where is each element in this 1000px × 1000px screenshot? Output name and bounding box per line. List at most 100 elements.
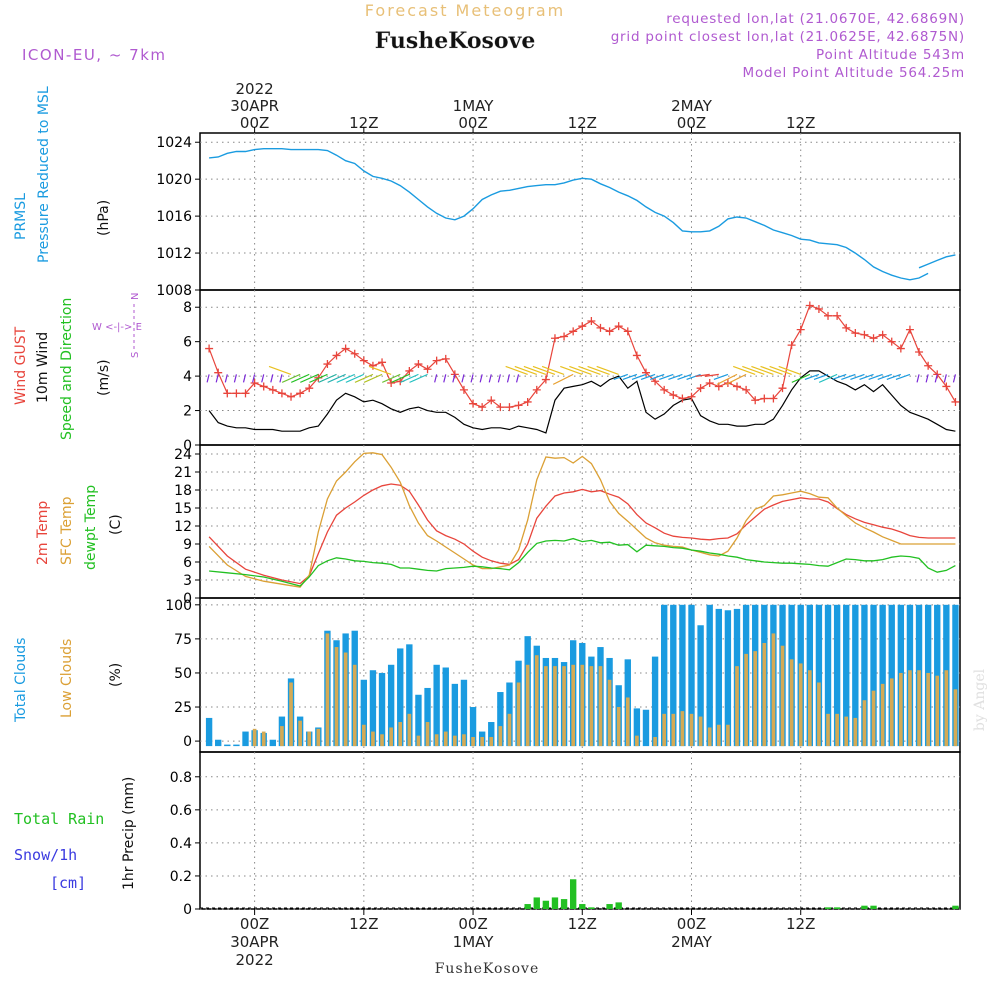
wind-direction-arrow <box>505 365 528 375</box>
wind-direction-arrow <box>242 374 247 383</box>
low-cloud-bar <box>689 713 694 747</box>
rain-bar <box>833 907 841 909</box>
gust-marker <box>896 344 905 353</box>
clouds-ytick-label: 75 <box>174 632 192 648</box>
total-cloud-bar <box>415 694 422 747</box>
total-cloud-bar <box>870 604 877 747</box>
low-cloud-bar <box>280 726 284 747</box>
time-label-bottom: 30APR <box>230 933 279 951</box>
gust-marker <box>487 396 496 405</box>
wind-direction-arrow <box>868 373 883 380</box>
total-cloud-bar <box>679 604 686 747</box>
total-cloud-bar <box>460 679 468 747</box>
wind-direction-arrow <box>859 373 874 380</box>
wind-ytick-label: 4 <box>183 369 192 385</box>
wind-direction-arrow <box>552 373 574 385</box>
gust-marker <box>623 327 632 336</box>
low-cloud-bar <box>944 670 949 747</box>
gust-marker <box>632 351 641 360</box>
gust-marker <box>696 384 705 393</box>
gust-marker <box>678 394 687 403</box>
low-cloud-bar <box>698 716 703 747</box>
gust-marker <box>378 358 387 367</box>
watermark: by Angel <box>972 668 988 731</box>
dewpt-line <box>209 537 956 587</box>
rain-bar <box>551 897 559 909</box>
low-cloud-bar <box>434 734 439 747</box>
low-cloud-bar <box>880 683 885 747</box>
wind-direction-arrow <box>268 365 292 375</box>
total-cloud-bar <box>706 604 713 747</box>
low-cloud-bar <box>389 727 393 747</box>
wind-direction-arrow <box>751 365 774 375</box>
rain-bar <box>870 905 877 909</box>
wind-direction-arrow <box>916 374 920 383</box>
time-label-top: 1MAY <box>453 97 495 115</box>
total-cloud-bar <box>469 707 477 747</box>
location-name: FusheKosove <box>375 28 536 54</box>
low-cloud-bar <box>753 651 758 747</box>
wind-direction-arrow <box>952 374 957 383</box>
time-label-top: 00Z <box>240 114 269 132</box>
low-cloud-bar <box>899 672 903 747</box>
closest-coords: grid point closest lon,lat (21.0625E, 42… <box>611 29 965 45</box>
total-cloud-bar <box>879 604 886 747</box>
time-label-bottom: 1MAY <box>453 933 495 951</box>
low-cloud-bar <box>380 734 384 747</box>
wind-direction-arrow <box>725 373 747 385</box>
gust-marker <box>824 311 833 320</box>
precip-axis-label: 1hr Precip (mm) <box>121 777 137 890</box>
temp-ytick-label: 3 <box>183 573 192 589</box>
low-cloud-bar <box>780 645 785 747</box>
gust-marker <box>441 354 450 363</box>
low-cloud-bar <box>935 675 940 747</box>
low-cloud-label: Low Clouds <box>59 639 75 718</box>
low-cloud-bar <box>334 647 339 747</box>
wind-direction-arrow <box>497 374 501 383</box>
wind-direction-arrow <box>560 365 583 375</box>
pressure-line <box>209 147 929 281</box>
gust-marker <box>459 385 468 394</box>
temp-ytick-label: 18 <box>174 483 192 499</box>
low-cloud-bar <box>926 672 930 747</box>
low-cloud-bar <box>653 737 657 747</box>
temp-ytick-label: 9 <box>183 537 192 553</box>
total-cloud-bar <box>488 722 495 747</box>
gust-marker <box>323 360 332 369</box>
temp-ytick-label: 12 <box>174 519 192 535</box>
gust-marker <box>705 379 714 387</box>
time-label-top: 12Z <box>349 114 378 132</box>
low-cloud-bar <box>407 713 412 747</box>
gust-marker <box>368 361 377 370</box>
low-cloud-bar <box>507 713 512 747</box>
gust-marker <box>469 399 478 408</box>
wind-direction-arrow <box>270 374 274 383</box>
low-cloud-bar <box>607 679 612 747</box>
gust-marker <box>259 382 268 391</box>
time-label-top: 2MAY <box>671 97 713 115</box>
low-cloud-bar <box>252 728 257 747</box>
wind-direction-arrow <box>742 365 765 375</box>
wind-direction-arrow <box>804 373 820 380</box>
total-cloud-bar <box>215 739 222 747</box>
gust-marker <box>541 375 550 384</box>
wind-unit-label: (m/s) <box>96 359 112 396</box>
wind-direction-arrow <box>778 365 801 375</box>
low-cloud-bar <box>571 664 575 747</box>
rain-bar <box>560 899 568 909</box>
gust-marker <box>478 403 487 412</box>
wind-direction-arrow <box>841 373 856 380</box>
precip-ytick-label: 0.8 <box>170 770 192 786</box>
gust-marker <box>769 394 778 403</box>
total-cloud-bar <box>442 667 449 747</box>
total-cloud-bar <box>861 604 868 747</box>
gust-marker <box>651 377 660 386</box>
precip-ytick-label: 0.4 <box>170 836 192 852</box>
time-label-top: 12Z <box>786 114 815 132</box>
wind-direction-arrow <box>368 365 392 375</box>
wind-direction-arrow <box>677 373 692 380</box>
precip-panel: 0 0.2 0.4 0.6 0.8 <box>170 751 961 918</box>
model-name: ICON-EU, ~ 7km <box>22 46 167 64</box>
wind-direction-arrow <box>363 373 383 383</box>
total-cloud-bar <box>688 604 695 747</box>
